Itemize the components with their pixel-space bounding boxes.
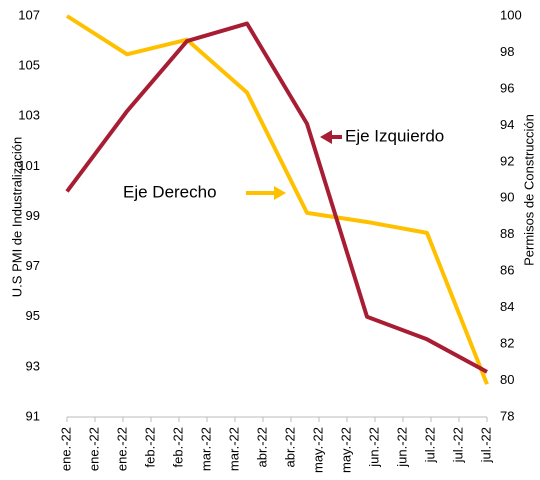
x-tick-label: mar.-22 (226, 427, 241, 471)
annotation-left: Eje Izquierdo (345, 126, 444, 145)
x-tick-label: may.-22 (338, 427, 353, 473)
y-tick-label: 93 (26, 358, 40, 373)
x-tick-label: feb.-22 (170, 427, 185, 467)
x-tick-label: jun.-22 (394, 427, 409, 468)
y-tick-label: 103 (18, 108, 40, 123)
y-tick-label: 99 (26, 208, 40, 223)
y2-tick-label: 92 (500, 153, 514, 168)
arrow-left (320, 130, 342, 144)
arrow-right (246, 186, 286, 200)
y-tick-label: 91 (26, 408, 40, 423)
y2-tick-label: 84 (500, 299, 514, 314)
y-tick-label: 101 (18, 158, 40, 173)
x-tick-label: jun.-22 (366, 427, 381, 468)
x-tick-label: jul.-22 (422, 427, 437, 463)
y2-tick-label: 86 (500, 263, 514, 278)
y2-tick-label: 80 (500, 372, 514, 387)
y2-tick-label: 94 (500, 117, 514, 132)
line-series (65, 14, 489, 385)
x-tick-label: may.-22 (310, 427, 325, 473)
x-tick-label: ene.-22 (58, 427, 73, 471)
y-tick-label: 107 (18, 7, 40, 22)
x-tick-label: jul.-22 (478, 427, 493, 463)
y-axis-label: U.S PMI de Industralización (9, 137, 24, 297)
x-tick-label: mar.-22 (198, 427, 213, 471)
y2-tick-label: 98 (500, 44, 514, 59)
y2-axis-label: Permisos de Construcción (521, 114, 536, 266)
x-tick-label: abr.-22 (282, 427, 297, 467)
annotation-right: Eje Derecho (123, 182, 217, 201)
y2-tick-label: 100 (500, 7, 522, 22)
x-tick-label: ene.-22 (114, 427, 129, 471)
x-tick-label: jul.-22 (450, 427, 465, 463)
y2-tick-label: 90 (500, 190, 514, 205)
line-series (65, 21, 488, 374)
y2-tick-label: 82 (500, 336, 514, 351)
y-tick-label: 97 (26, 258, 40, 273)
y2-tick-label: 96 (500, 80, 514, 95)
y2-tick-label: 88 (500, 226, 514, 241)
y-tick-label: 95 (26, 308, 40, 323)
x-tick-label: feb.-22 (142, 427, 157, 467)
x-tick-label: abr.-22 (254, 427, 269, 467)
y2-tick-label: 78 (500, 408, 514, 423)
y-tick-label: 105 (18, 58, 40, 73)
x-tick-label: ene.-22 (86, 427, 101, 471)
